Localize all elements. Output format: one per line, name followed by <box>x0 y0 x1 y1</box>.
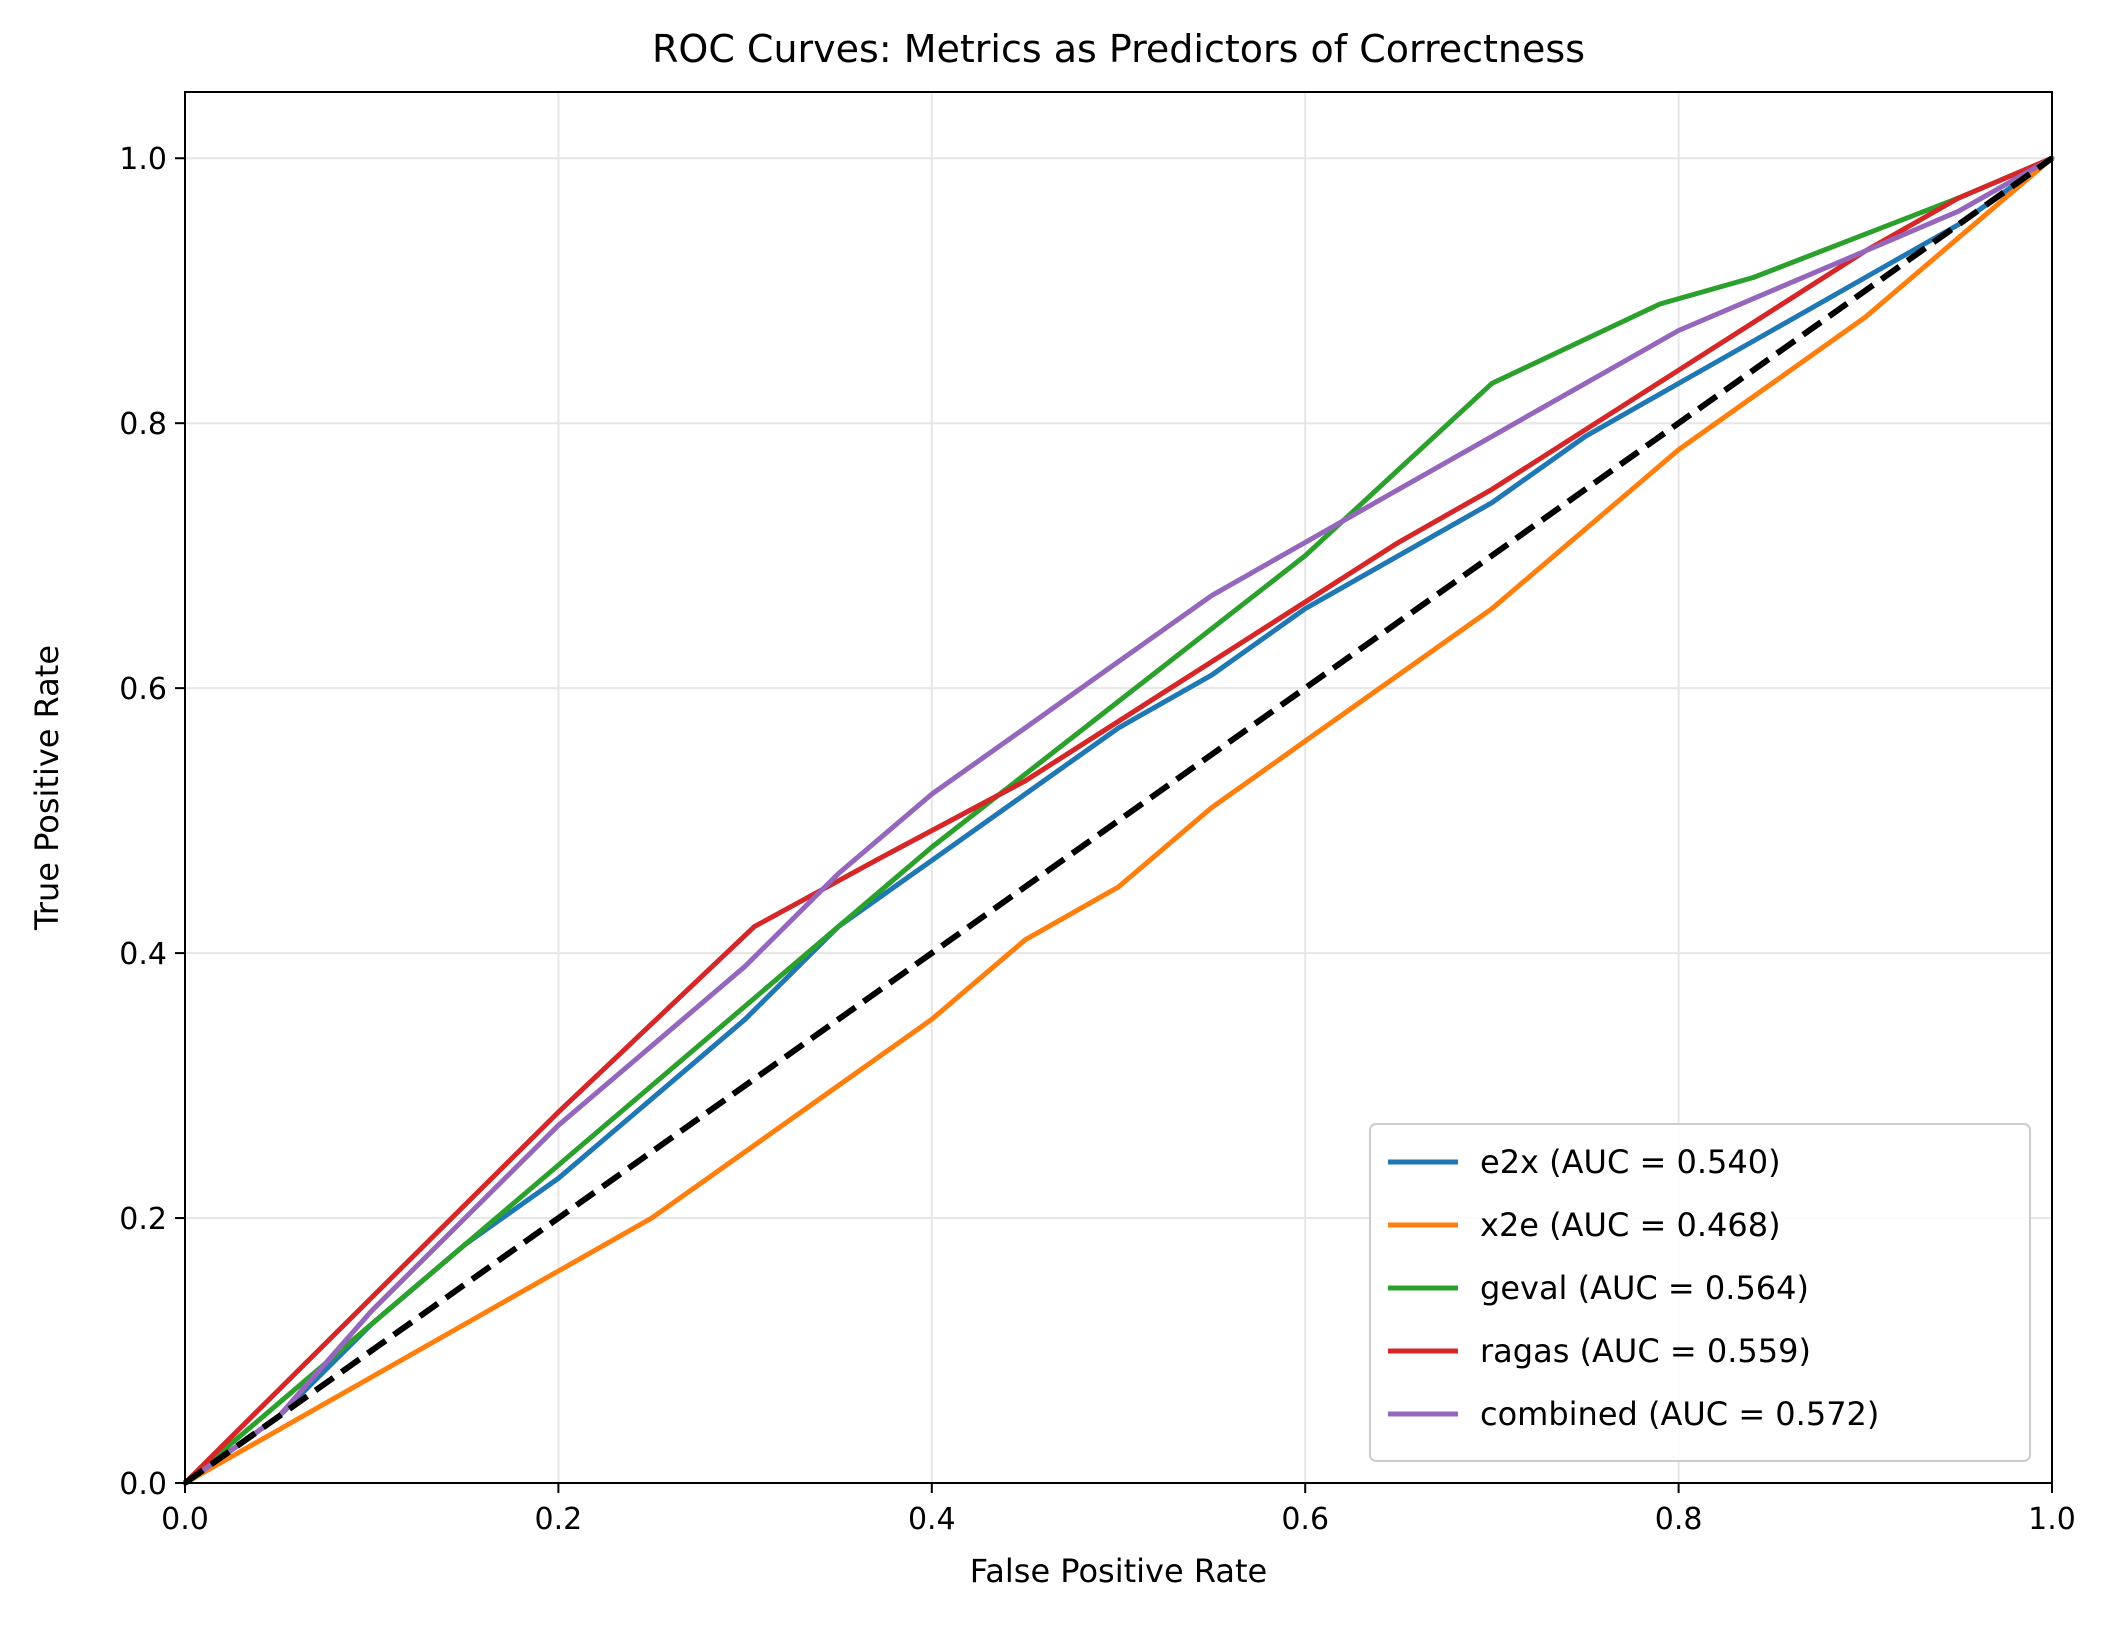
y-axis-label: True Positive Rate <box>28 645 66 931</box>
y-tick-label: 0.0 <box>119 1467 167 1502</box>
x-tick-label: 0.0 <box>161 1502 209 1537</box>
series-line-2 <box>182 155 2055 1486</box>
legend-entry: geval (AUC = 0.564) <box>1480 1269 1809 1307</box>
x-axis-label: False Positive Rate <box>970 1552 1267 1590</box>
y-tick-label: 0.6 <box>119 672 167 707</box>
plot-frame <box>184 91 2053 1484</box>
y-tick-label: 0.4 <box>119 937 167 972</box>
axis-ticks: 0.0 0.2 0.4 0.6 0.8 1.0 0.0 0.2 0.4 0.6 0.8 1.0 <box>119 142 2076 1537</box>
chance-diagonal-line <box>183 155 2054 1486</box>
series-layer <box>182 155 2055 1486</box>
legend-entry: combined (AUC = 0.572) <box>1480 1395 1879 1433</box>
x-tick-label: 1.0 <box>2028 1502 2076 1537</box>
chart-title: ROC Curves: Metrics as Predictors of Cor… <box>652 27 1585 71</box>
series-line-4 <box>182 155 2055 1486</box>
y-tick-label: 1.0 <box>119 142 167 177</box>
series-line-1 <box>182 155 2055 1486</box>
legend-entry: x2e (AUC = 0.468) <box>1480 1206 1781 1244</box>
x-tick-label: 0.8 <box>1655 1502 1703 1537</box>
legend: e2x (AUC = 0.540) x2e (AUC = 0.468) geval … <box>1369 1123 2031 1462</box>
legend-entry: e2x (AUC = 0.540) <box>1480 1143 1781 1181</box>
y-tick-label: 0.2 <box>119 1202 167 1237</box>
x-tick-label: 0.2 <box>535 1502 583 1537</box>
x-tick-label: 0.4 <box>908 1502 956 1537</box>
series-line-0 <box>182 155 2055 1486</box>
y-tick-label: 0.8 <box>119 407 167 442</box>
legend-entry: ragas (AUC = 0.559) <box>1480 1332 1811 1370</box>
legend-box <box>1369 1123 2031 1462</box>
x-tick-label: 0.6 <box>1281 1502 1329 1537</box>
